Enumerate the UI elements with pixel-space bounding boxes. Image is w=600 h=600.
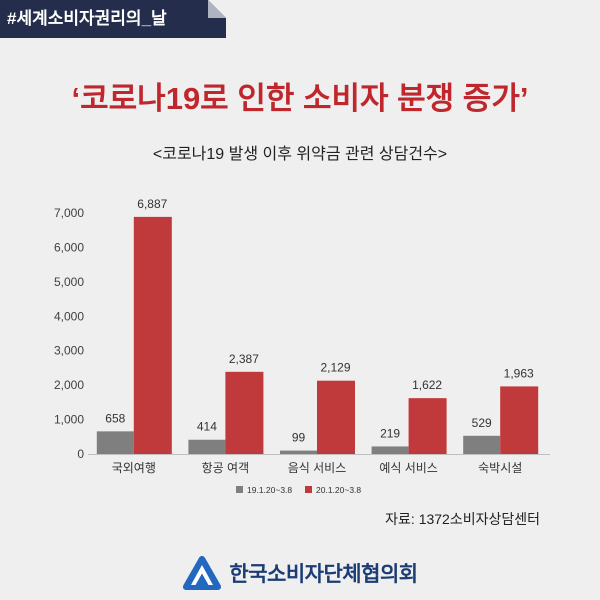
data-label: 1,622: [412, 378, 442, 392]
data-label: 2,387: [229, 352, 259, 366]
hashtag-text: #세계소비자권리의_날: [7, 9, 167, 28]
y-tick-label: 3,000: [54, 344, 84, 358]
legend-label: 20.1.20~3.8: [316, 485, 361, 495]
banner-background: [0, 0, 226, 38]
bar-chart: 0 1,000 2,000 3,000 4,000 5,000 6,000 7,000 658 6…: [54, 197, 550, 495]
y-tick-label: 7,000: [54, 206, 84, 220]
data-label: 6,887: [137, 197, 167, 211]
data-label: 414: [197, 420, 217, 434]
data-label: 219: [380, 426, 400, 440]
bar-series1-item2: [188, 439, 226, 454]
x-category-label: 음식 서비스: [288, 461, 347, 475]
chart-title: <코로나19 발생 이후 위약금 관련 상담건수>: [152, 146, 448, 163]
bar-series2-item1: [133, 216, 172, 454]
data-label: 99: [292, 431, 306, 445]
x-category-label: 항공 여객: [202, 461, 250, 475]
legend-swatch: [305, 486, 312, 493]
hashtag-banner: #세계소비자권리의_날: [0, 0, 226, 38]
y-tick-label: 6,000: [54, 240, 84, 254]
y-tick-label: 0: [77, 447, 84, 461]
banner-corner-fold: [208, 0, 226, 18]
y-tick-label: 1,000: [54, 413, 84, 427]
bar-series1-item5: [463, 435, 501, 454]
bar-series1-item4: [371, 446, 409, 454]
data-label: 658: [105, 411, 125, 425]
page-title: ‘코로나19로 인한 소비자 분쟁 증가’: [71, 81, 529, 116]
bar-series2-item2: [225, 371, 264, 454]
x-category-label: 예식 서비스: [379, 461, 438, 475]
legend-label: 19.1.20~3.8: [247, 485, 292, 495]
mountain-logo-icon: [183, 556, 222, 590]
bar-series1-item1: [96, 431, 134, 454]
legend-swatch: [236, 486, 243, 493]
organization-logo: 한국소비자단체협의회: [0, 553, 600, 593]
y-tick-label: 5,000: [54, 275, 84, 289]
source-note: 자료: 1372소비자상담센터: [385, 511, 540, 527]
organization-name: 한국소비자단체협의회: [229, 563, 418, 586]
bar-series1-item3: [280, 450, 317, 454]
x-category-label: 숙박시설: [478, 461, 522, 475]
y-tick-label: 2,000: [54, 378, 84, 392]
bar-series2-item5: [500, 386, 539, 454]
x-category-label: 국외여행: [112, 460, 156, 475]
data-label: 1,963: [504, 366, 534, 380]
y-tick-label: 4,000: [54, 309, 84, 323]
data-label: 529: [472, 416, 492, 430]
data-label: 2,129: [320, 361, 350, 375]
bar-series2-item4: [408, 398, 447, 454]
bar-series2-item3: [317, 380, 355, 454]
